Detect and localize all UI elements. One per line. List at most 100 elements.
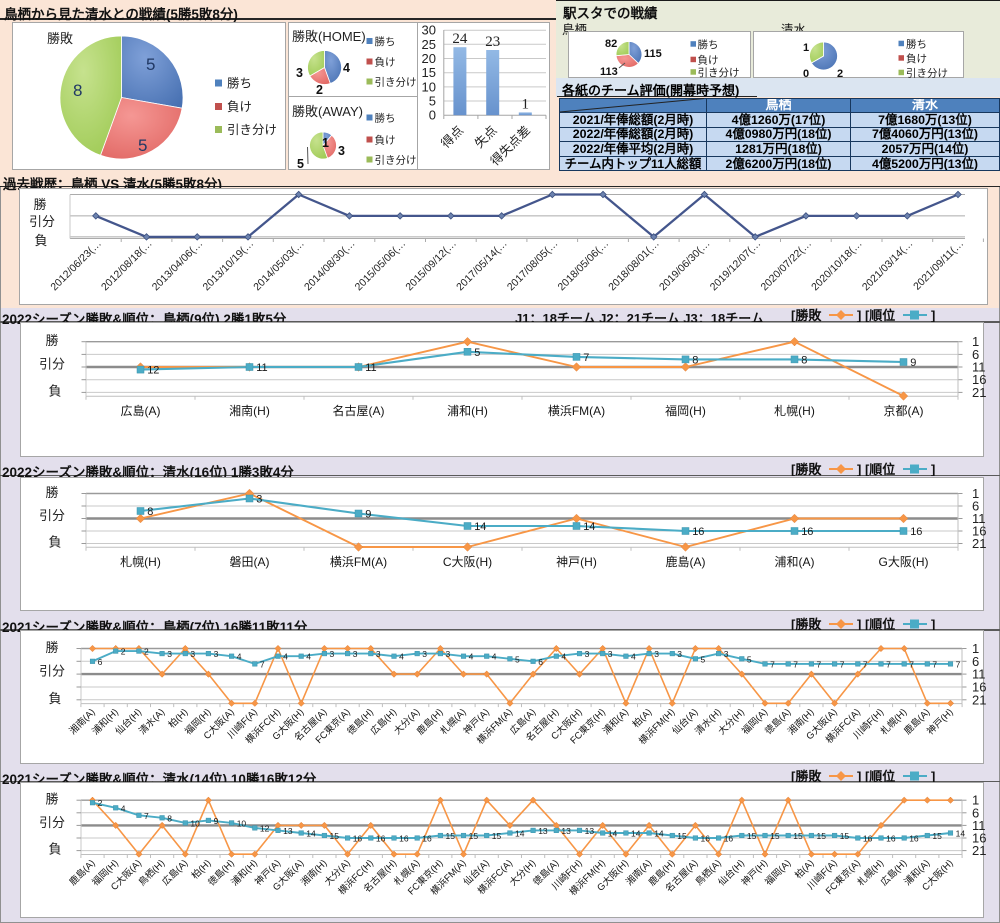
svg-text:7: 7 <box>863 659 868 669</box>
svg-text:2014/05/03(…: 2014/05/03(… <box>251 238 307 294</box>
svg-text:2013/04/06(…: 2013/04/06(… <box>150 238 206 294</box>
svg-text:福岡(A): 福岡(A) <box>762 857 793 888</box>
svg-text:3: 3 <box>167 649 172 659</box>
svg-text:2: 2 <box>316 83 323 97</box>
svg-text:7: 7 <box>817 659 822 669</box>
svg-text:13: 13 <box>561 826 571 836</box>
svg-text:浦和(A): 浦和(A) <box>775 555 815 569</box>
svg-text:引き分け: 引き分け <box>375 153 417 166</box>
svg-text:6: 6 <box>98 657 103 667</box>
svg-text:勝ち: 勝ち <box>375 35 396 48</box>
svg-text:福岡(H): 福岡(H) <box>665 403 706 418</box>
svg-text:負: 負 <box>48 535 61 550</box>
svg-text:15: 15 <box>422 65 436 80</box>
svg-text:勝: 勝 <box>45 333 58 348</box>
svg-text:得点: 得点 <box>438 123 466 151</box>
svg-text:勝: 勝 <box>33 197 46 212</box>
svg-text:0: 0 <box>429 108 436 123</box>
svg-text:浦和(H): 浦和(H) <box>447 404 488 418</box>
svg-text:4: 4 <box>283 652 288 662</box>
svg-text:10: 10 <box>190 818 200 828</box>
svg-text:[勝敗: [勝敗 <box>791 617 822 631</box>
svg-text:115: 115 <box>644 48 662 60</box>
svg-text:10: 10 <box>422 79 436 94</box>
svg-text:]: ] <box>931 308 935 322</box>
svg-text:8: 8 <box>147 506 153 518</box>
svg-text:15: 15 <box>932 831 942 841</box>
svg-text:負: 負 <box>48 691 61 706</box>
svg-text:11: 11 <box>972 360 986 375</box>
svg-text:2: 2 <box>121 647 126 657</box>
svg-text:2012/08/18(…: 2012/08/18(… <box>99 238 155 294</box>
svg-text:12: 12 <box>147 365 159 377</box>
svg-text:引き分け: 引き分け <box>906 66 948 79</box>
svg-text:3: 3 <box>214 649 219 659</box>
svg-text:引き分け: 引き分け <box>698 66 740 79</box>
svg-text:9: 9 <box>214 816 219 826</box>
svg-text:引き分け: 引き分け <box>375 75 417 88</box>
svg-text:10: 10 <box>237 818 247 828</box>
svg-text:2014/08/30(…: 2014/08/30(… <box>302 238 358 294</box>
svg-text:14: 14 <box>608 829 618 839</box>
svg-text:4: 4 <box>469 652 474 662</box>
svg-text:2020/10/18(…: 2020/10/18(… <box>809 238 865 294</box>
svg-text:8: 8 <box>167 813 172 823</box>
svg-text:16: 16 <box>376 834 386 844</box>
svg-text:3: 3 <box>724 649 729 659</box>
svg-text:負: 負 <box>48 383 61 398</box>
svg-text:勝ち: 勝ち <box>375 111 396 124</box>
svg-text:磐田(A): 磐田(A) <box>230 555 270 569</box>
svg-text:3: 3 <box>376 649 381 659</box>
svg-text:勝: 勝 <box>45 485 58 500</box>
svg-text:清水(A): 清水(A) <box>136 706 167 737</box>
svg-text:2019/12/07(…: 2019/12/07(… <box>708 238 764 294</box>
svg-text:負け: 負け <box>375 56 396 68</box>
svg-text:6: 6 <box>538 657 543 667</box>
svg-text:4: 4 <box>121 803 126 813</box>
svg-text:1: 1 <box>522 96 530 112</box>
svg-text:2013/10/19(…: 2013/10/19(… <box>201 238 257 294</box>
svg-text:勝ち: 勝ち <box>698 38 719 51</box>
svg-text:2: 2 <box>837 68 843 80</box>
svg-text:4: 4 <box>492 652 497 662</box>
svg-text:引分: 引分 <box>39 815 65 830</box>
svg-text:16: 16 <box>886 834 896 844</box>
svg-text:1: 1 <box>972 641 979 656</box>
svg-text:15: 15 <box>469 831 479 841</box>
svg-text:[勝敗: [勝敗 <box>791 462 822 476</box>
svg-text:15: 15 <box>330 831 340 841</box>
svg-text:11: 11 <box>256 362 267 374</box>
svg-text:2: 2 <box>98 798 103 808</box>
svg-text:京都(A): 京都(A) <box>884 404 924 418</box>
svg-text:勝ち: 勝ち <box>906 37 927 50</box>
svg-text:7: 7 <box>956 659 961 669</box>
svg-text:1: 1 <box>322 136 329 150</box>
svg-text:4: 4 <box>306 652 311 662</box>
svg-text:5: 5 <box>701 654 706 664</box>
svg-text:]: ] <box>931 769 935 783</box>
svg-text:2021/09/11(…: 2021/09/11(… <box>911 238 966 293</box>
svg-text:14: 14 <box>956 829 966 839</box>
svg-text:21: 21 <box>972 692 986 707</box>
svg-text:16: 16 <box>863 834 873 844</box>
svg-text:9: 9 <box>910 357 916 369</box>
svg-text:8: 8 <box>801 354 807 366</box>
svg-text:3: 3 <box>654 649 659 659</box>
svg-text:25: 25 <box>422 37 436 52</box>
svg-text:82: 82 <box>605 38 617 50</box>
svg-text:名古屋(A): 名古屋(A) <box>333 403 385 418</box>
svg-text:引分: 引分 <box>39 357 65 372</box>
svg-text:15: 15 <box>817 831 827 841</box>
svg-text:113: 113 <box>600 66 618 78</box>
svg-text:15: 15 <box>492 831 502 841</box>
svg-text:7: 7 <box>770 659 775 669</box>
svg-text:浦和(A): 浦和(A) <box>600 706 631 737</box>
svg-text:16: 16 <box>724 834 734 844</box>
svg-text:2020/07/22(…: 2020/07/22(… <box>758 238 814 294</box>
svg-text:16: 16 <box>422 834 432 844</box>
svg-text:21: 21 <box>972 385 986 400</box>
svg-text:2: 2 <box>144 647 149 657</box>
svg-text:5: 5 <box>515 654 520 664</box>
svg-text:1: 1 <box>972 334 979 349</box>
svg-text:15: 15 <box>840 831 850 841</box>
